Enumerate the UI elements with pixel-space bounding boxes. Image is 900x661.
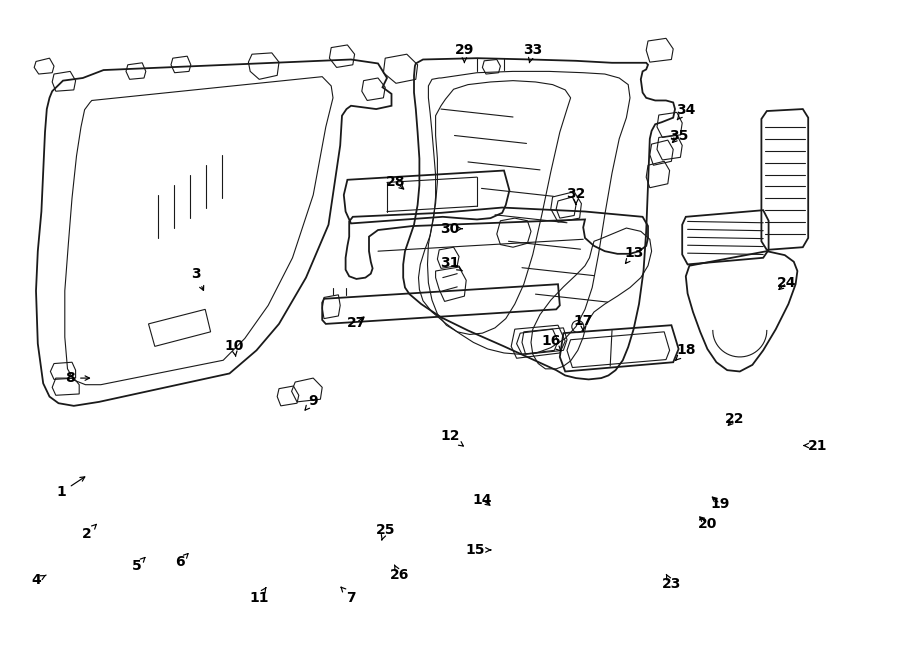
Text: 13: 13 [625,245,644,263]
Text: 7: 7 [341,587,356,605]
Text: 19: 19 [710,496,730,511]
Text: 3: 3 [192,267,203,290]
Text: 22: 22 [724,412,744,426]
Text: 16: 16 [541,334,561,351]
Text: 4: 4 [32,573,46,588]
Text: 21: 21 [804,438,827,453]
Text: 15: 15 [465,543,491,557]
Text: 26: 26 [390,565,410,582]
Text: 12: 12 [440,429,464,446]
Text: 9: 9 [305,393,318,410]
Text: 35: 35 [669,129,689,143]
Text: 33: 33 [523,43,543,63]
Text: 5: 5 [132,557,145,573]
Text: 8: 8 [66,371,89,385]
Text: 28: 28 [386,175,406,190]
Text: 23: 23 [662,574,681,592]
Text: 14: 14 [472,492,492,507]
Text: 32: 32 [566,187,586,204]
Text: 18: 18 [676,343,696,360]
Text: 2: 2 [82,524,96,541]
Text: 20: 20 [698,516,717,531]
Text: 27: 27 [346,315,366,330]
Text: 29: 29 [454,43,474,63]
Text: 30: 30 [440,221,463,236]
Text: 25: 25 [375,523,395,540]
Text: 24: 24 [777,276,797,290]
Text: 11: 11 [249,588,269,605]
Text: 10: 10 [224,339,244,356]
Text: 34: 34 [676,102,696,120]
Text: 31: 31 [440,256,463,271]
Text: 1: 1 [57,477,85,500]
Text: 6: 6 [176,553,188,569]
Text: 17: 17 [573,314,593,331]
